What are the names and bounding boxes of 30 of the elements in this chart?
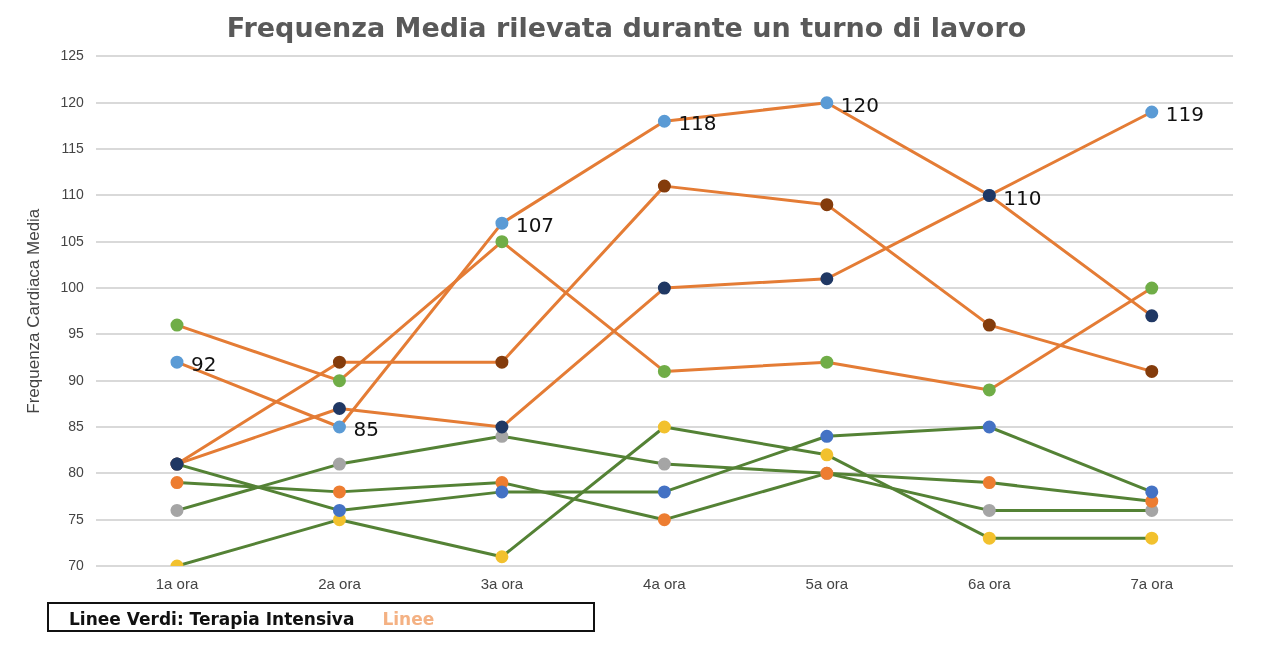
data-label: 119 [1165,102,1204,127]
y-axis-title: Frequenza Cardiaca Media [23,208,43,414]
chart-title: Frequenza Media rilevata durante un turno di lavoro [226,12,1027,44]
x-tick-label: 3a ora [480,575,524,593]
y-tick-label: 75 [68,510,84,527]
y-tick-label: 90 [68,371,84,388]
x-tick-label: 7a ora [1130,575,1174,593]
x-tick-label: 1a ora [155,575,199,593]
y-tick-label: 120 [60,93,84,110]
data-label: 120 [840,92,880,117]
y-tick-label: 125 [60,47,84,64]
x-tick-label: 4a ora [643,575,687,593]
y-tick-label: 80 [68,464,84,481]
y-tick-label: 70 [68,556,84,573]
data-label: 110 [1003,185,1042,210]
y-tick-label: 105 [60,232,84,249]
data-label: 92 [190,352,217,377]
x-tick-label: 2a ora [318,575,362,593]
y-tick-label: 85 [68,417,84,434]
y-tick-label: 95 [68,325,84,342]
data-label: 85 [353,417,379,442]
data-label: 107 [515,213,555,238]
data-label: 118 [678,111,717,136]
y-tick-label: 110 [61,186,84,203]
y-tick-label: 115 [61,139,84,156]
text: Linee Verdi: Terapia Intensiva [69,609,355,629]
y-tick-label: 100 [60,278,84,295]
text: Linee [382,609,435,629]
x-tick-label: 6a ora [968,575,1012,593]
x-tick-label: 5a ora [805,575,849,593]
